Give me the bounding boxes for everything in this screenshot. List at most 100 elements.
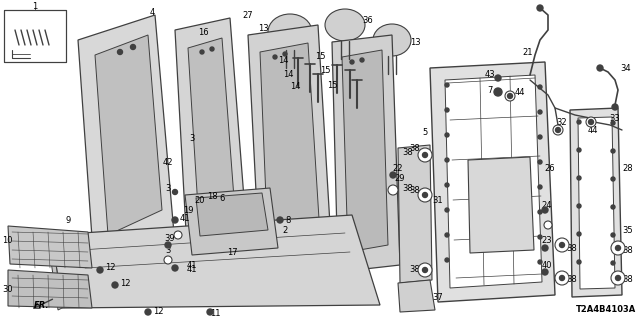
Text: 38: 38 bbox=[566, 244, 577, 252]
Circle shape bbox=[164, 256, 172, 264]
Circle shape bbox=[611, 271, 625, 285]
Circle shape bbox=[555, 238, 569, 252]
Circle shape bbox=[445, 83, 449, 87]
Circle shape bbox=[538, 135, 542, 139]
Text: 40: 40 bbox=[541, 260, 552, 269]
Circle shape bbox=[556, 127, 561, 132]
Circle shape bbox=[538, 85, 542, 89]
Text: 3: 3 bbox=[189, 133, 195, 142]
Text: 38: 38 bbox=[566, 276, 577, 284]
Circle shape bbox=[577, 204, 581, 208]
Ellipse shape bbox=[325, 9, 365, 41]
Polygon shape bbox=[196, 193, 268, 236]
Circle shape bbox=[542, 207, 548, 213]
Polygon shape bbox=[95, 35, 162, 235]
Circle shape bbox=[174, 231, 182, 239]
Text: 12: 12 bbox=[105, 263, 115, 273]
Circle shape bbox=[445, 183, 449, 187]
Text: 38: 38 bbox=[623, 245, 634, 254]
Text: 4: 4 bbox=[149, 7, 155, 17]
Circle shape bbox=[611, 205, 615, 209]
Circle shape bbox=[577, 260, 581, 264]
Text: 37: 37 bbox=[433, 293, 444, 302]
Circle shape bbox=[537, 5, 543, 11]
Circle shape bbox=[611, 121, 615, 125]
Text: 21: 21 bbox=[523, 47, 533, 57]
Text: 44: 44 bbox=[515, 87, 525, 97]
Polygon shape bbox=[248, 25, 332, 270]
Text: 13: 13 bbox=[410, 37, 420, 46]
Text: 27: 27 bbox=[243, 11, 253, 20]
Text: 6: 6 bbox=[220, 194, 225, 203]
Circle shape bbox=[611, 261, 615, 265]
Circle shape bbox=[586, 117, 596, 127]
Text: 43: 43 bbox=[484, 69, 495, 78]
Circle shape bbox=[112, 282, 118, 288]
Polygon shape bbox=[52, 215, 380, 308]
Circle shape bbox=[559, 243, 564, 247]
Text: 28: 28 bbox=[623, 164, 634, 172]
Text: 38: 38 bbox=[410, 143, 420, 153]
Polygon shape bbox=[8, 270, 92, 308]
Polygon shape bbox=[398, 280, 435, 312]
Circle shape bbox=[422, 153, 428, 157]
Circle shape bbox=[283, 52, 287, 56]
Text: 9: 9 bbox=[65, 215, 70, 225]
Polygon shape bbox=[48, 235, 62, 310]
Text: 20: 20 bbox=[195, 196, 205, 204]
Circle shape bbox=[495, 75, 501, 81]
Circle shape bbox=[445, 258, 449, 262]
Circle shape bbox=[611, 149, 615, 153]
Text: 32: 32 bbox=[557, 117, 567, 126]
Circle shape bbox=[553, 125, 563, 135]
Text: T2A4B4103A: T2A4B4103A bbox=[576, 305, 636, 314]
Circle shape bbox=[118, 50, 122, 54]
Circle shape bbox=[577, 232, 581, 236]
Text: 39: 39 bbox=[164, 234, 175, 243]
Text: 2: 2 bbox=[282, 226, 287, 235]
Circle shape bbox=[207, 309, 213, 315]
Text: 38: 38 bbox=[410, 266, 420, 275]
Circle shape bbox=[505, 91, 515, 101]
Text: 30: 30 bbox=[2, 285, 13, 294]
Circle shape bbox=[559, 276, 564, 281]
Circle shape bbox=[131, 44, 136, 50]
Text: 38: 38 bbox=[403, 148, 413, 156]
Text: 24: 24 bbox=[541, 201, 552, 210]
Ellipse shape bbox=[373, 24, 411, 56]
Circle shape bbox=[589, 119, 593, 124]
Text: 38: 38 bbox=[623, 276, 634, 284]
Text: 14: 14 bbox=[278, 55, 288, 65]
Circle shape bbox=[611, 233, 615, 237]
Text: 26: 26 bbox=[545, 164, 556, 172]
Circle shape bbox=[210, 47, 214, 51]
Circle shape bbox=[418, 148, 432, 162]
Circle shape bbox=[494, 88, 502, 96]
Polygon shape bbox=[188, 38, 236, 240]
Text: 23: 23 bbox=[541, 236, 552, 244]
Polygon shape bbox=[332, 35, 400, 272]
Text: 7: 7 bbox=[487, 85, 493, 94]
Circle shape bbox=[390, 172, 396, 178]
Text: 17: 17 bbox=[227, 247, 237, 257]
Text: 8: 8 bbox=[285, 215, 291, 225]
Text: 33: 33 bbox=[610, 114, 620, 123]
Text: 36: 36 bbox=[363, 15, 373, 25]
Circle shape bbox=[538, 160, 542, 164]
Circle shape bbox=[542, 245, 548, 251]
Circle shape bbox=[577, 148, 581, 152]
Circle shape bbox=[616, 245, 621, 251]
Circle shape bbox=[172, 265, 178, 271]
Circle shape bbox=[544, 221, 552, 229]
Polygon shape bbox=[260, 43, 320, 248]
Polygon shape bbox=[445, 75, 542, 288]
Text: 31: 31 bbox=[433, 196, 444, 204]
Text: 15: 15 bbox=[327, 81, 337, 90]
Text: 41: 41 bbox=[187, 260, 197, 269]
Text: 14: 14 bbox=[290, 82, 300, 91]
Circle shape bbox=[445, 208, 449, 212]
Circle shape bbox=[538, 235, 542, 239]
Polygon shape bbox=[8, 226, 92, 268]
Text: 5: 5 bbox=[422, 127, 428, 137]
Polygon shape bbox=[342, 50, 388, 252]
